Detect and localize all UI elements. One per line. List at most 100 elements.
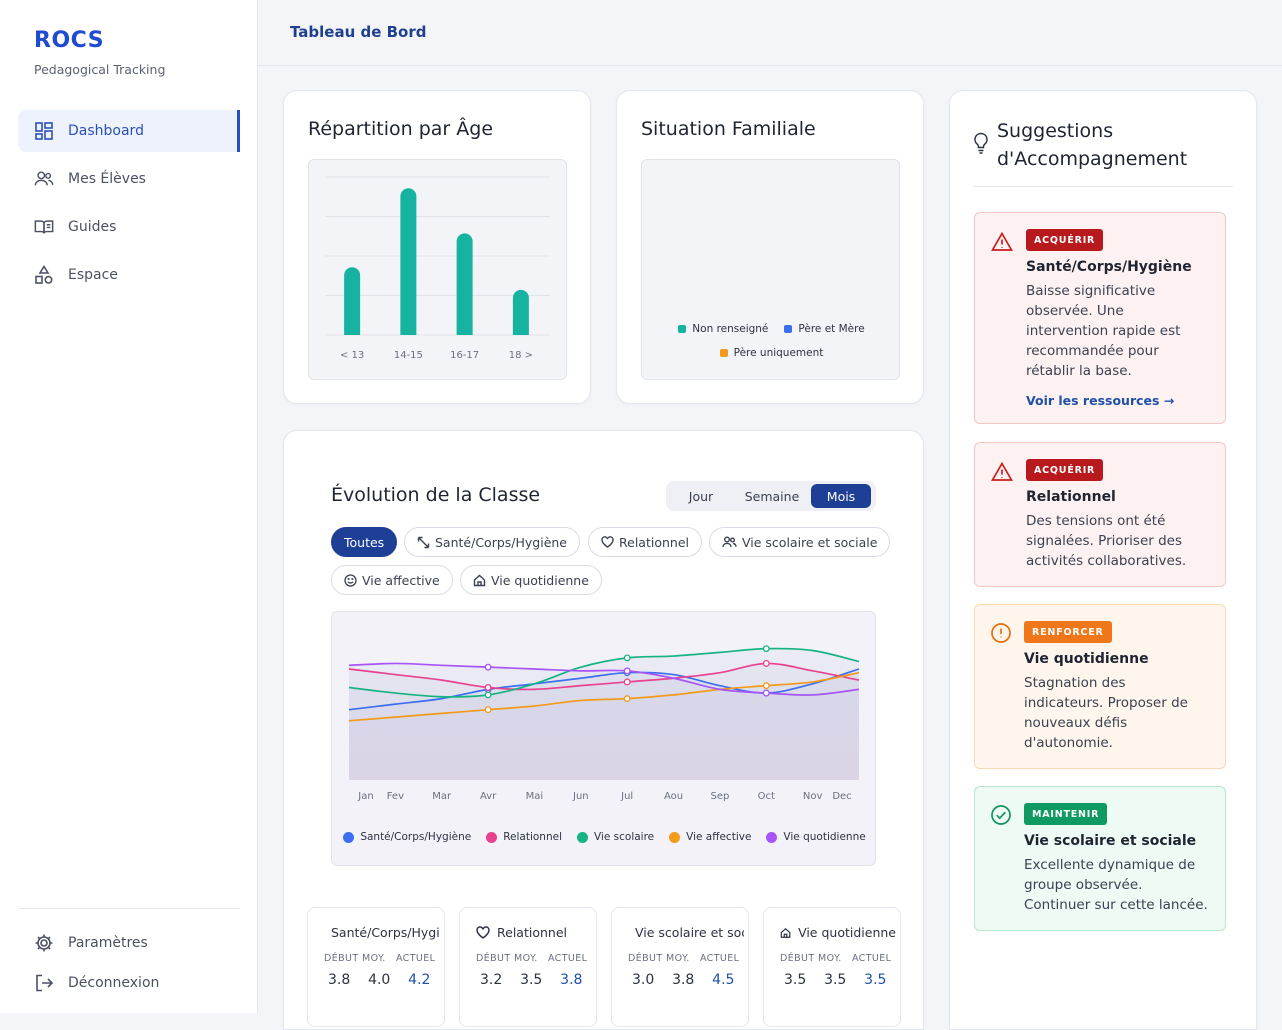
x-tick-label: 18 > <box>509 350 533 361</box>
family-chart-panel: Non renseigné Père et Mère Père uniqueme… <box>641 159 900 380</box>
head-actuel: ACTUEL <box>547 953 588 964</box>
sidebar-item-label: Dashboard <box>68 123 144 139</box>
legend-label: Relationnel <box>503 831 562 843</box>
series-point <box>484 684 492 691</box>
filter-vie-affective[interactable]: Vie affective <box>331 565 453 595</box>
legend-item: Vie affective <box>669 831 751 843</box>
suggestion-title: Relationnel <box>1026 489 1116 505</box>
x-tick-label: Oct <box>758 791 775 802</box>
legend-item: Santé/Corps/Hygiène <box>343 831 471 843</box>
period-semaine[interactable]: Semaine <box>744 488 800 504</box>
legend-swatch <box>719 349 728 357</box>
sidebar-item-deconnexion[interactable]: Déconnexion <box>18 963 240 1003</box>
sidebar-item-dashboard[interactable]: Dashboard <box>18 110 240 152</box>
head-debut: DÉBUT <box>476 953 511 964</box>
legend-label: Père uniquement <box>733 347 824 359</box>
legend-swatch <box>678 325 687 333</box>
x-tick-label: Mai <box>526 791 544 802</box>
users-icon <box>34 169 54 189</box>
sidebar-item-label: Déconnexion <box>68 975 160 991</box>
alert-circle-icon <box>991 623 1011 643</box>
value-debut: 3.5 <box>784 972 807 988</box>
home-icon <box>780 927 791 938</box>
sidebar-item-guides[interactable]: Guides <box>18 206 240 248</box>
suggestion-badge: RENFORCER <box>1024 621 1112 643</box>
legend-label: Père et Mère <box>798 323 865 335</box>
bar-base-2 <box>456 327 473 335</box>
summary-card-title: Vie scolaire et sociale <box>628 925 744 940</box>
evolution-chart-panel: Jan Fev Mar Avr Mai Jun Jul Aou Sep Oct Nov Dec San… <box>331 611 876 866</box>
series-line-2 <box>348 647 860 698</box>
resize-icon <box>417 536 430 548</box>
value-actuel: 4.5 <box>712 972 735 988</box>
legend-item: Vie quotidienne <box>766 831 866 843</box>
filter-sante[interactable]: Santé/Corps/Hygiène <box>404 527 581 557</box>
suggestion-line: d'autonomie. <box>1024 735 1113 751</box>
head-debut: DÉBUT <box>324 953 359 964</box>
series-point <box>484 663 492 671</box>
sidebar-item-label: Paramètres <box>68 935 148 951</box>
suggestion-line: Stagnation des <box>1024 675 1126 691</box>
summary-card-headers: DÉBUT MOY. ACTUEL <box>780 953 891 964</box>
suggestion-line: recommandée pour <box>1026 343 1159 359</box>
suggestion-line: intervention rapide est <box>1026 323 1181 339</box>
sidebar-item-eleves[interactable]: Mes Élèves <box>18 158 240 200</box>
filter-relationnel[interactable]: Relationnel <box>588 527 702 557</box>
summary-card-values: 3.8 4.0 4.2 <box>328 972 430 988</box>
summary-card-headers: DÉBUT MOY. ACTUEL <box>324 953 435 964</box>
value-actuel: 3.8 <box>560 972 583 988</box>
age-bar-chart: < 13 14-15 16-17 18 > <box>325 176 550 361</box>
suggestions-card: Suggestions d'Accompagnement ACQUÉRIR Sa… <box>949 90 1257 1030</box>
suggestion-line: groupe observée. <box>1024 877 1143 893</box>
dashboard-icon <box>34 121 54 141</box>
legend-item: Relationnel <box>486 831 562 843</box>
legend-dot <box>669 831 681 843</box>
x-tick-label: < 13 <box>340 350 364 361</box>
bar-base-3 <box>512 327 529 335</box>
sidebar-item-espace[interactable]: Espace <box>18 254 240 296</box>
x-tick-label: Fev <box>387 791 404 802</box>
family-card: Situation Familiale Non renseigné Père e… <box>616 90 924 404</box>
users-icon <box>722 536 737 548</box>
series-point <box>762 660 770 667</box>
series-line-1 <box>348 662 860 691</box>
age-chart-panel: < 13 14-15 16-17 18 > <box>308 159 567 380</box>
lightbulb-icon <box>974 132 988 154</box>
suggestion-text: Stagnation des indicateurs. Proposer de … <box>1024 673 1188 753</box>
filter-label: Santé/Corps/Hygiène <box>435 534 568 550</box>
bar-2 <box>456 233 473 335</box>
warning-icon <box>991 231 1013 251</box>
series-point <box>762 689 770 697</box>
evolution-line-chart: Jan Fev Mar Avr Mai Jun Jul Aou Sep Oct Nov Dec <box>348 645 860 802</box>
logout-icon <box>34 973 54 993</box>
x-tick-label: Jan <box>357 791 373 802</box>
resources-link[interactable]: Voir les ressources → <box>1026 393 1175 408</box>
heart-icon <box>476 926 490 939</box>
filter-vie-scolaire[interactable]: Vie scolaire et sociale <box>709 527 891 557</box>
x-tick-label: Mar <box>432 791 452 802</box>
evolution-legend: Santé/Corps/Hygiène Relationnel Vie scolai… <box>332 831 877 843</box>
legend-dot <box>576 831 588 843</box>
suggestion-text: Excellente dynamique de groupe observée.… <box>1024 855 1208 915</box>
period-jour[interactable]: Jour <box>688 488 714 504</box>
summary-card-vie-scolaire: Vie scolaire et sociale DÉBUT MOY. ACTUE… <box>611 907 749 1027</box>
filter-toutes[interactable]: Toutes <box>331 527 398 557</box>
x-tick-label: Nov <box>803 791 823 802</box>
suggestion-line: indicateurs. Proposer de <box>1024 695 1188 711</box>
bar-base-1 <box>400 327 417 335</box>
suggestion-vie-quotidienne: RENFORCER Vie quotidienne Stagnation des… <box>974 604 1226 769</box>
legend-label: Vie affective <box>686 831 752 843</box>
sidebar: ROCS Pedagogical Tracking Dashboard Mes … <box>0 0 258 1013</box>
sidebar-item-parametres[interactable]: Paramètres <box>18 923 240 963</box>
x-tick-label: Jul <box>620 791 633 802</box>
period-mois[interactable]: Mois <box>811 484 871 508</box>
suggestions-title: Suggestions d'Accompagnement <box>997 117 1187 173</box>
summary-card-values: 3.2 3.5 3.8 <box>480 972 582 988</box>
app-subtitle: Pedagogical Tracking <box>34 62 166 77</box>
head-debut: DÉBUT <box>780 953 815 964</box>
family-legend-row2: Père uniquement <box>642 347 901 359</box>
header: Tableau de Bord <box>258 0 1282 66</box>
filter-vie-quotidienne[interactable]: Vie quotidienne <box>460 565 602 595</box>
legend-pere-et-mere: Père et Mère <box>784 323 865 335</box>
check-circle-icon <box>991 805 1011 825</box>
